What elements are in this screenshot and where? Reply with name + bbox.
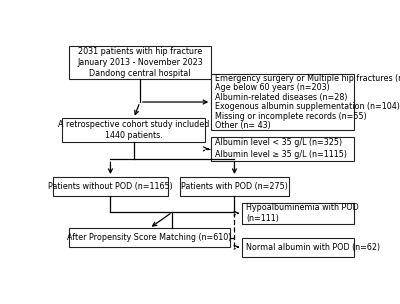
Text: (n=111): (n=111) bbox=[246, 214, 279, 223]
Text: Albumin level ≥ 35 g/L (n=1115): Albumin level ≥ 35 g/L (n=1115) bbox=[215, 150, 347, 159]
Text: Albumin-related diseases (n=28): Albumin-related diseases (n=28) bbox=[215, 93, 348, 102]
Text: A retrospective cohort study included: A retrospective cohort study included bbox=[58, 120, 209, 129]
FancyBboxPatch shape bbox=[62, 119, 205, 142]
FancyBboxPatch shape bbox=[211, 137, 354, 161]
FancyBboxPatch shape bbox=[69, 46, 211, 79]
Text: Age below 60 years (n=203): Age below 60 years (n=203) bbox=[215, 84, 330, 92]
FancyBboxPatch shape bbox=[242, 238, 354, 257]
Text: Missing or incomplete records (n=55): Missing or incomplete records (n=55) bbox=[215, 112, 367, 121]
Text: 1440 patients.: 1440 patients. bbox=[105, 131, 162, 140]
Text: January 2013 - November 2023: January 2013 - November 2023 bbox=[77, 58, 203, 67]
Text: Albumin level < 35 g/L (n=325): Albumin level < 35 g/L (n=325) bbox=[215, 139, 342, 147]
Text: Normal albumin with POD (n=62): Normal albumin with POD (n=62) bbox=[246, 243, 380, 252]
Text: Emergency surgery or Multiple hip fractures (n=158): Emergency surgery or Multiple hip fractu… bbox=[215, 74, 400, 83]
Text: 2031 patients with hip fracture: 2031 patients with hip fracture bbox=[78, 47, 202, 56]
FancyBboxPatch shape bbox=[69, 228, 230, 247]
Text: Patients without POD (n=1165): Patients without POD (n=1165) bbox=[48, 182, 173, 191]
Text: Exogenous albumin supplementation (n=104): Exogenous albumin supplementation (n=104… bbox=[215, 102, 400, 111]
FancyBboxPatch shape bbox=[180, 177, 289, 196]
Text: Dandong central hospital: Dandong central hospital bbox=[89, 69, 191, 78]
Text: After Propensity Score Matching (n=610): After Propensity Score Matching (n=610) bbox=[67, 233, 231, 242]
Text: Other (n= 43): Other (n= 43) bbox=[215, 121, 271, 130]
FancyBboxPatch shape bbox=[53, 177, 168, 196]
Text: Patients with POD (n=275): Patients with POD (n=275) bbox=[181, 182, 288, 191]
Text: Hypoalbuminemia with POD: Hypoalbuminemia with POD bbox=[246, 203, 359, 212]
FancyBboxPatch shape bbox=[242, 203, 354, 224]
FancyBboxPatch shape bbox=[211, 74, 354, 130]
